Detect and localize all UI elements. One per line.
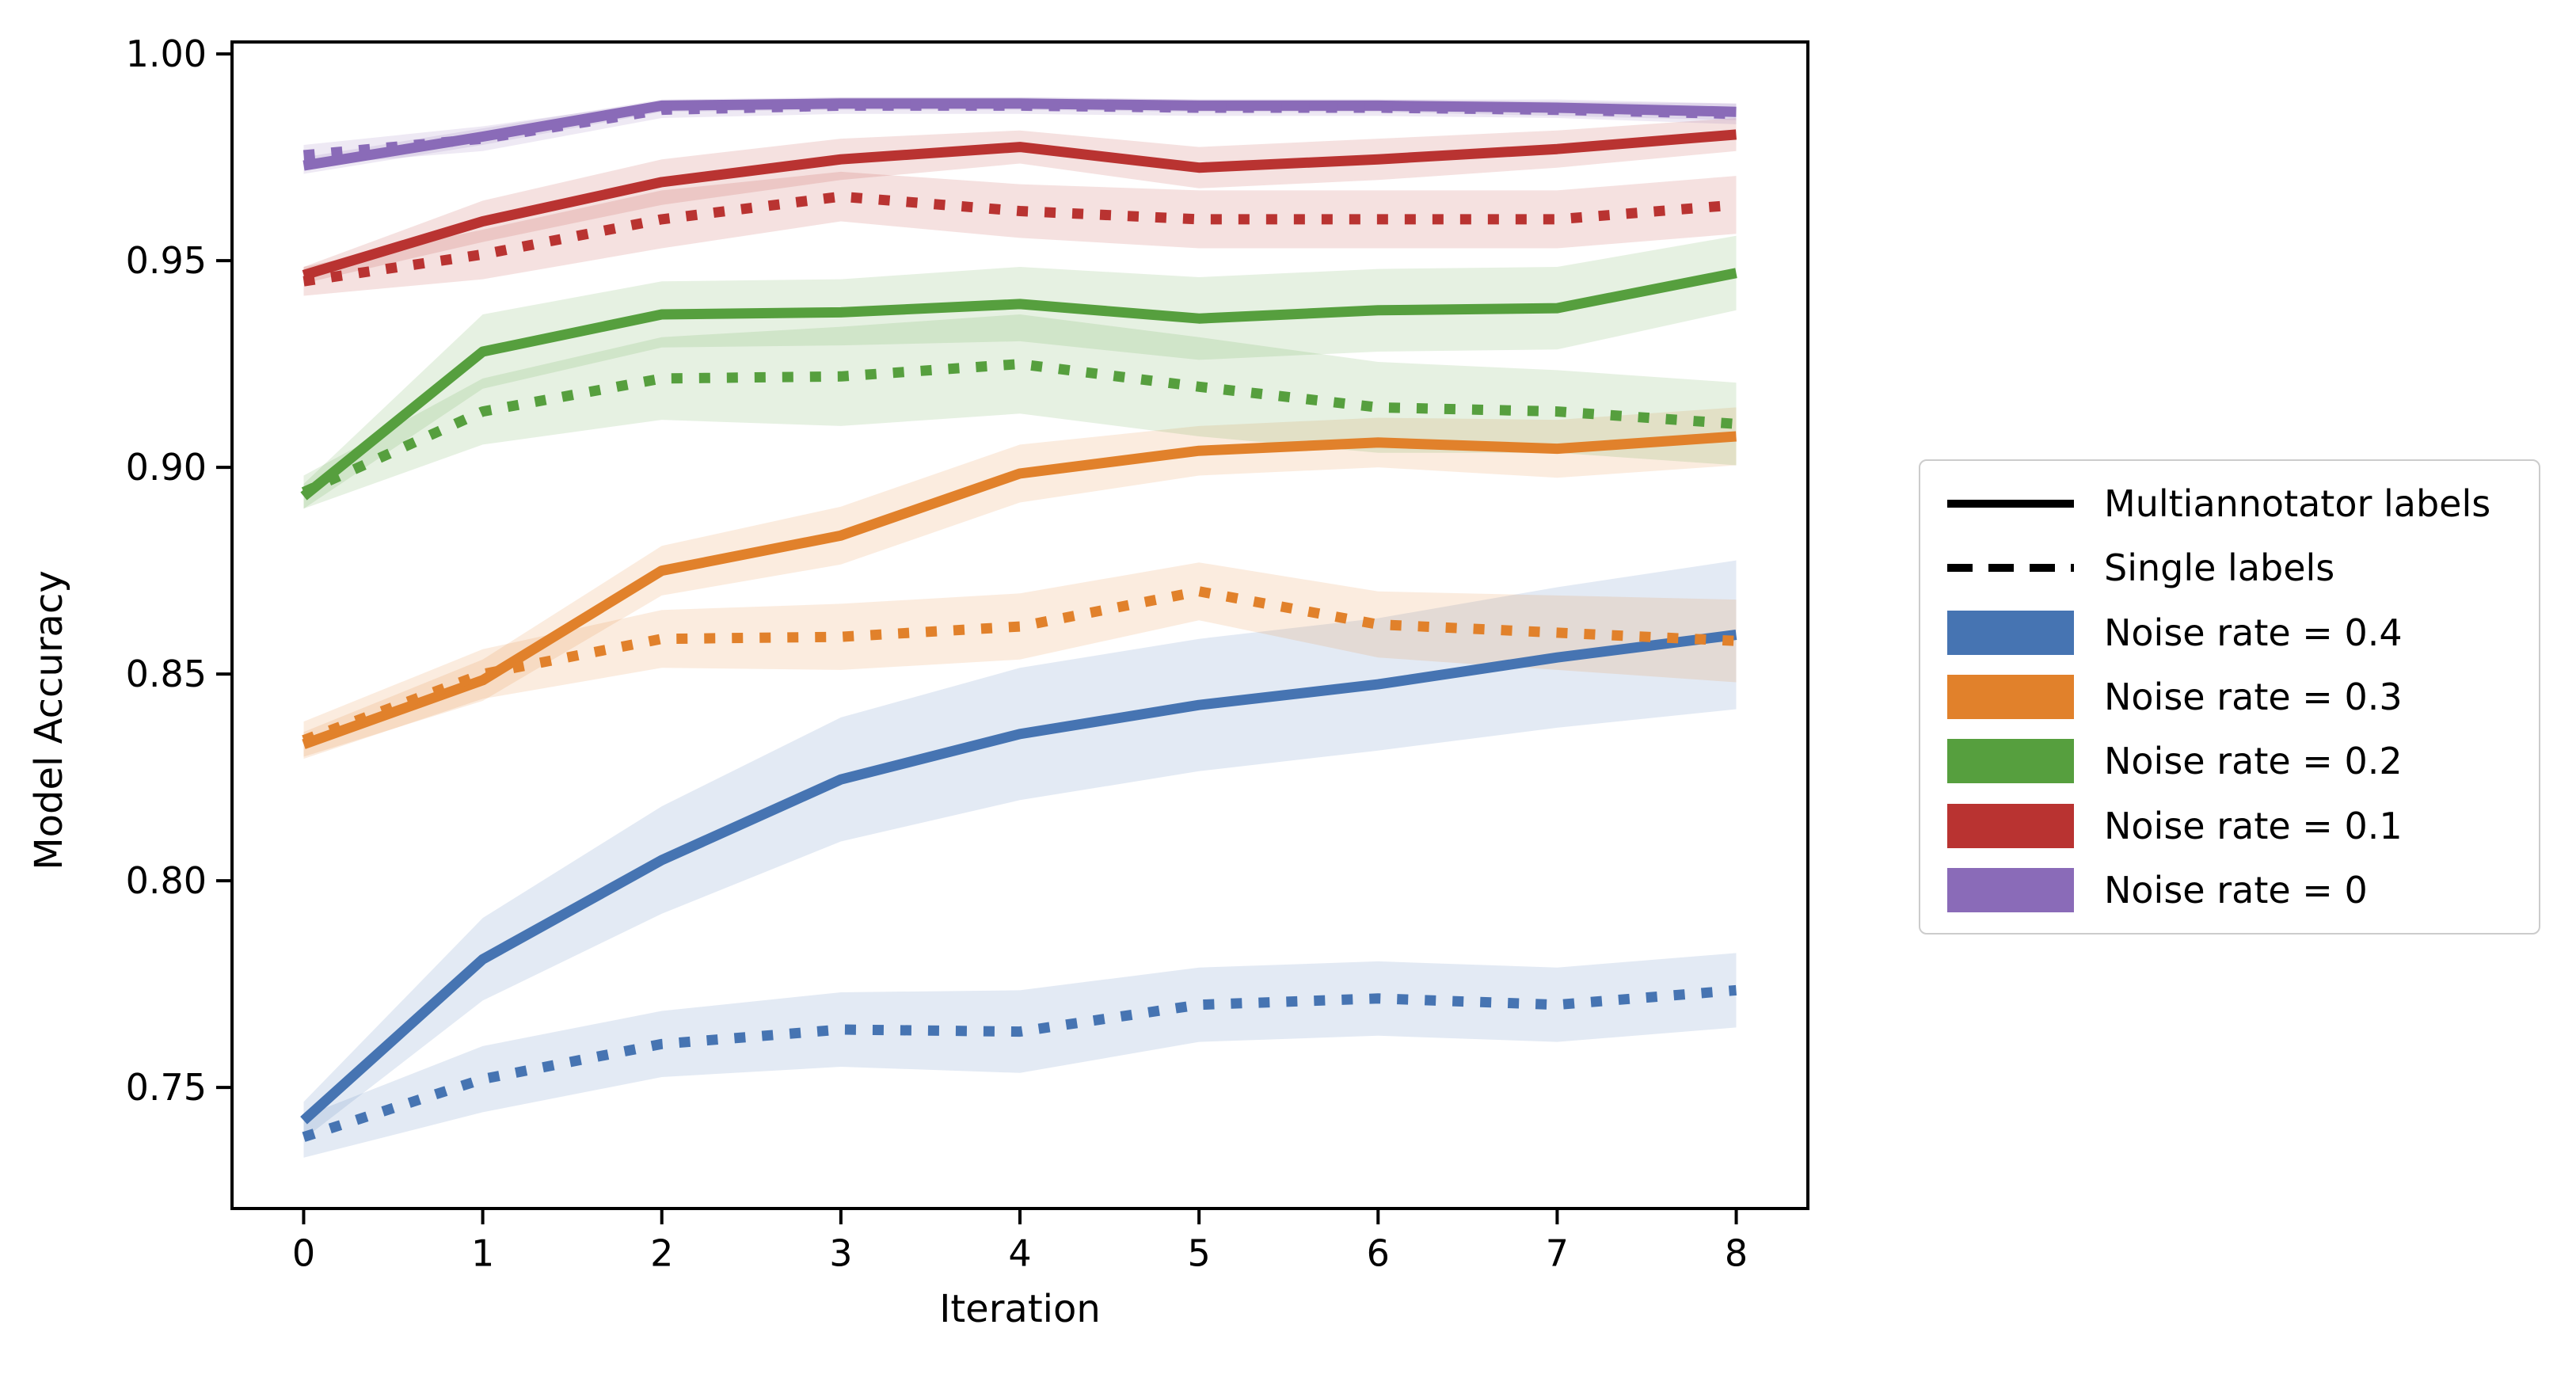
color-swatch bbox=[1947, 867, 2074, 912]
legend-label: Single labels bbox=[2104, 546, 2335, 590]
x-tick-label: 0 bbox=[292, 1231, 315, 1274]
y-tick-label: 0.80 bbox=[126, 859, 207, 902]
series-line bbox=[302, 191, 1737, 287]
legend-label: Multiannotator labels bbox=[2104, 482, 2491, 525]
y-tick-label: 0.95 bbox=[126, 239, 207, 282]
x-axis-label: Iteration bbox=[939, 1287, 1101, 1331]
solid-line-sample bbox=[1947, 482, 2074, 526]
confidence-band bbox=[303, 235, 1737, 509]
x-tick-label: 1 bbox=[471, 1231, 494, 1274]
series-line bbox=[302, 984, 1737, 1142]
dashed-line-icon bbox=[1947, 564, 2074, 573]
series-line bbox=[302, 586, 1737, 745]
confidence-band bbox=[303, 562, 1737, 759]
legend-item: Multiannotator labels bbox=[1947, 482, 2512, 526]
confidence-band bbox=[303, 560, 1737, 1140]
legend-color-patch bbox=[1947, 803, 2074, 848]
legend-label: Noise rate = 0.4 bbox=[2104, 611, 2403, 654]
legend-label: Noise rate = 0.2 bbox=[2104, 740, 2403, 783]
legend-item: Noise rate = 0.2 bbox=[1947, 739, 2512, 784]
x-tick-label: 8 bbox=[1725, 1231, 1748, 1274]
legend-label: Noise rate = 0.3 bbox=[2104, 675, 2403, 718]
y-tick-label: 1.00 bbox=[126, 32, 207, 75]
legend: Multiannotator labels Single labels Noise … bbox=[1919, 459, 2540, 935]
series-line bbox=[301, 359, 1737, 497]
confidence-band bbox=[303, 171, 1737, 296]
legend-color-patch bbox=[1947, 610, 2074, 655]
legend-color-patch bbox=[1947, 867, 2074, 912]
series-line bbox=[302, 100, 1737, 161]
y-tick-label: 0.75 bbox=[126, 1066, 207, 1109]
legend-item: Single labels bbox=[1947, 546, 2512, 590]
legend-color-patch bbox=[1947, 739, 2074, 784]
x-tick-label: 5 bbox=[1187, 1231, 1210, 1274]
legend-item: Noise rate = 0 bbox=[1947, 867, 2512, 912]
color-swatch bbox=[1947, 610, 2074, 655]
color-swatch bbox=[1947, 674, 2074, 719]
legend-item: Noise rate = 0.3 bbox=[1947, 674, 2512, 719]
y-tick-label: 0.90 bbox=[126, 446, 207, 489]
series-line bbox=[300, 630, 1737, 1125]
color-swatch bbox=[1947, 739, 2074, 784]
x-tick-label: 3 bbox=[829, 1231, 852, 1274]
y-axis-label: Model Accuracy bbox=[27, 570, 71, 870]
y-tick-label: 0.85 bbox=[126, 653, 207, 695]
legend-color-patch bbox=[1947, 674, 2074, 719]
series-line bbox=[300, 268, 1737, 501]
legend-label: Noise rate = 0.1 bbox=[2104, 804, 2403, 847]
x-tick-label: 6 bbox=[1367, 1231, 1390, 1274]
x-tick-label: 7 bbox=[1546, 1231, 1569, 1274]
x-tick-label: 2 bbox=[650, 1231, 673, 1274]
confidence-band bbox=[303, 314, 1737, 509]
dashed-line-sample bbox=[1947, 546, 2074, 590]
x-tick-label: 4 bbox=[1008, 1231, 1031, 1274]
legend-item: Noise rate = 0.4 bbox=[1947, 610, 2512, 655]
series-line bbox=[302, 129, 1737, 280]
legend-item: Noise rate = 0.1 bbox=[1947, 803, 2512, 848]
color-swatch bbox=[1947, 803, 2074, 848]
series-line bbox=[302, 431, 1737, 749]
legend-label: Noise rate = 0 bbox=[2104, 868, 2368, 912]
solid-line-icon bbox=[1947, 500, 2074, 508]
confidence-band bbox=[303, 953, 1737, 1158]
